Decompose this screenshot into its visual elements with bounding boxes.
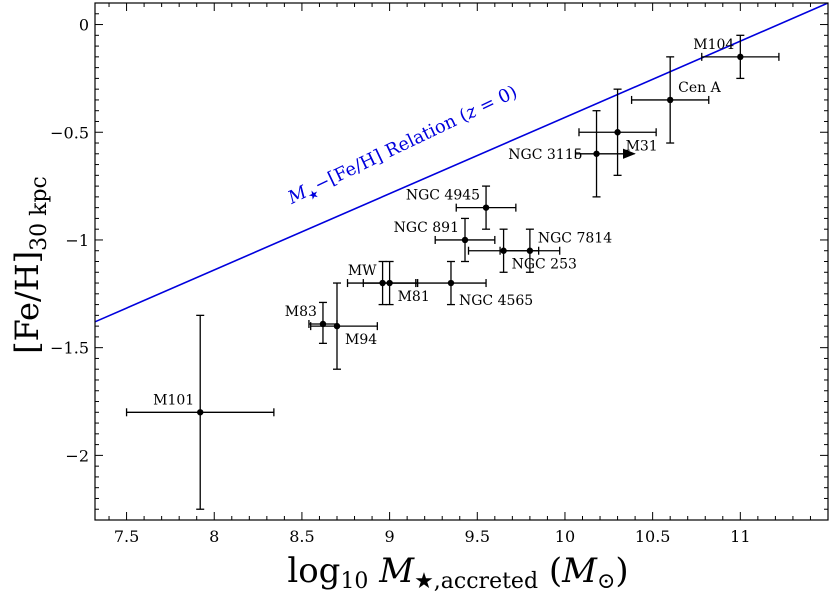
data-point [386,279,393,287]
x-tick-label: 7.5 [114,527,139,546]
point-label: M101 [153,392,194,408]
x-tick-label: 8 [209,527,219,546]
relation-line [95,3,828,323]
point-label: NGC 7814 [538,231,612,247]
data-point [197,409,204,416]
point-label: NGC 4565 [459,293,533,309]
point-label: NGC 3115 [508,147,582,163]
y-tick-label: 0 [79,16,89,35]
plot-area: 7.5 8 8.5 9 9.5 10 10.5 11 0 −0.5 −1 −1.5 −2 M101 M83 M… [50,2,829,546]
point-label: NGC 253 [512,257,577,273]
point-label: Cen A [678,80,721,96]
x-tick-label: 8.5 [289,527,314,546]
x-tick-label: 9.5 [465,527,490,546]
data-point [614,129,621,136]
y-axis-label: [Fe/H]30 kpc [8,176,52,354]
x-tick-label: 10 [555,527,575,546]
data-point [447,279,455,287]
y-tick-label: −0.5 [50,123,89,142]
point-label: M83 [285,304,317,320]
x-tick-label: 10.5 [635,527,671,546]
data-point [526,247,534,254]
y-tick-label: −1.5 [50,339,89,358]
data-point [666,96,674,104]
point-label: M31 [626,138,658,154]
data-point [482,204,490,211]
point-label: M94 [345,332,377,348]
point-label: MW [348,263,377,279]
data-point [737,53,744,61]
data-point [333,322,341,330]
point-label: M104 [693,37,734,53]
data-point [461,236,469,244]
axes-frame [94,2,829,521]
point-label: NGC 4945 [406,188,480,204]
y-tick-label: −2 [65,446,89,465]
point-label: NGC 891 [394,220,459,236]
x-axis-label: log10 M★,accreted (M⊙) [287,551,628,591]
x-tick-label: 9 [385,527,395,546]
data-point [593,150,600,157]
point-label: M81 [398,289,430,305]
y-tick-label: −1 [65,231,89,250]
x-tick-label: 11 [730,527,750,546]
